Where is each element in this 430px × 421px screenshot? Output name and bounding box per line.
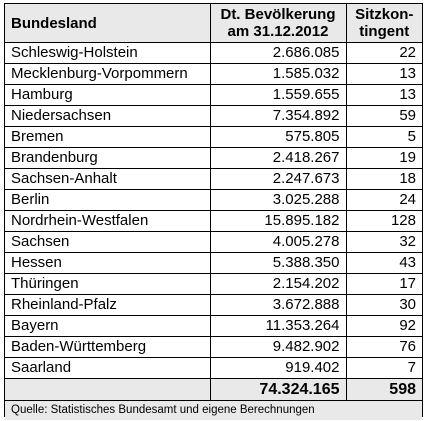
state-cell: Schleswig-Holstein	[5, 42, 210, 64]
seats-cell: 59	[345, 105, 422, 127]
state-cell: Berlin	[5, 189, 210, 211]
seats-cell: 19	[345, 147, 422, 169]
seats-cell: 76	[345, 336, 422, 358]
header-seats-line1: Sitzkon-	[355, 6, 414, 23]
source-note: Quelle: Statistisches Bundesamt und eige…	[5, 401, 422, 420]
seats-cell: 18	[345, 168, 422, 190]
population-cell: 919.402	[209, 357, 346, 379]
seats-cell: 92	[345, 315, 422, 337]
seats-cell: 22	[345, 42, 422, 64]
state-cell: Thüringen	[5, 273, 210, 295]
state-cell: Bremen	[5, 126, 210, 148]
seats-cell: 13	[345, 84, 422, 106]
state-cell: Rheinland-Pfalz	[5, 294, 210, 316]
header-seats: Sitzkon- tingent	[345, 4, 422, 43]
state-cell: Baden-Württemberg	[5, 336, 210, 358]
table-row: Sachsen 4.005.278 32	[5, 231, 422, 253]
table-header-row: Bundesland Dt. Bevölkerung am 31.12.2012…	[5, 4, 422, 43]
seats-cell: 24	[345, 189, 422, 211]
table-row: Thüringen 2.154.202 17	[5, 273, 422, 295]
state-cell: Mecklenburg-Vorpommern	[5, 63, 210, 85]
population-cell: 2.154.202	[209, 273, 346, 295]
header-population: Dt. Bevölkerung am 31.12.2012	[209, 4, 346, 43]
population-cell: 11.353.264	[209, 315, 346, 337]
population-cell: 575.805	[209, 126, 346, 148]
population-cell: 2.247.673	[209, 168, 346, 190]
header-seats-line2: tingent	[359, 23, 410, 40]
total-population-cell: 74.324.165	[209, 378, 346, 401]
state-cell: Saarland	[5, 357, 210, 379]
state-cell: Sachsen	[5, 231, 210, 253]
population-cell: 9.482.902	[209, 336, 346, 358]
table-row: Rheinland-Pfalz 3.672.888 30	[5, 294, 422, 316]
population-cell: 5.388.350	[209, 252, 346, 274]
population-cell: 4.005.278	[209, 231, 346, 253]
total-label-cell	[5, 378, 210, 401]
table-row: Bayern 11.353.264 92	[5, 315, 422, 337]
table-row: Berlin 3.025.288 24	[5, 189, 422, 211]
population-cell: 2.686.085	[209, 42, 346, 64]
header-state-label: Bundesland	[11, 14, 97, 32]
seat-allocation-table: Bundesland Dt. Bevölkerung am 31.12.2012…	[5, 4, 422, 401]
table-row: Sachsen-Anhalt 2.247.673 18	[5, 168, 422, 190]
seats-cell: 13	[345, 63, 422, 85]
seats-cell: 43	[345, 252, 422, 274]
state-cell: Hessen	[5, 252, 210, 274]
table-row: Hamburg 1.559.655 13	[5, 84, 422, 106]
table-row: Baden-Württemberg 9.482.902 76	[5, 336, 422, 358]
state-cell: Sachsen-Anhalt	[5, 168, 210, 190]
population-cell: 1.559.655	[209, 84, 346, 106]
population-cell: 3.672.888	[209, 294, 346, 316]
table-row: Hessen 5.388.350 43	[5, 252, 422, 274]
state-cell: Hamburg	[5, 84, 210, 106]
total-row: 74.324.165 598	[5, 378, 422, 401]
seats-cell: 7	[345, 357, 422, 379]
header-state: Bundesland	[5, 4, 210, 43]
population-cell: 2.418.267	[209, 147, 346, 169]
state-cell: Niedersachsen	[5, 105, 210, 127]
population-cell: 15.895.182	[209, 210, 346, 232]
table-row: Nordrhein-Westfalen 15.895.182 128	[5, 210, 422, 232]
population-cell: 7.354.892	[209, 105, 346, 127]
header-population-line2: am 31.12.2012	[227, 23, 329, 40]
state-cell: Nordrhein-Westfalen	[5, 210, 210, 232]
seat-allocation-table-container: Bundesland Dt. Bevölkerung am 31.12.2012…	[4, 3, 423, 420]
header-population-line1: Dt. Bevölkerung	[220, 6, 336, 23]
seats-cell: 128	[345, 210, 422, 232]
table-row: Niedersachsen 7.354.892 59	[5, 105, 422, 127]
seats-cell: 32	[345, 231, 422, 253]
state-cell: Bayern	[5, 315, 210, 337]
table-row: Bremen 575.805 5	[5, 126, 422, 148]
total-seats-cell: 598	[345, 378, 422, 401]
population-cell: 3.025.288	[209, 189, 346, 211]
seats-cell: 17	[345, 273, 422, 295]
state-cell: Brandenburg	[5, 147, 210, 169]
seats-cell: 30	[345, 294, 422, 316]
table-row: Saarland 919.402 7	[5, 357, 422, 379]
table-row: Schleswig-Holstein 2.686.085 22	[5, 42, 422, 64]
table-row: Mecklenburg-Vorpommern 1.585.032 13	[5, 63, 422, 85]
seats-cell: 5	[345, 126, 422, 148]
table-row: Brandenburg 2.418.267 19	[5, 147, 422, 169]
population-cell: 1.585.032	[209, 63, 346, 85]
